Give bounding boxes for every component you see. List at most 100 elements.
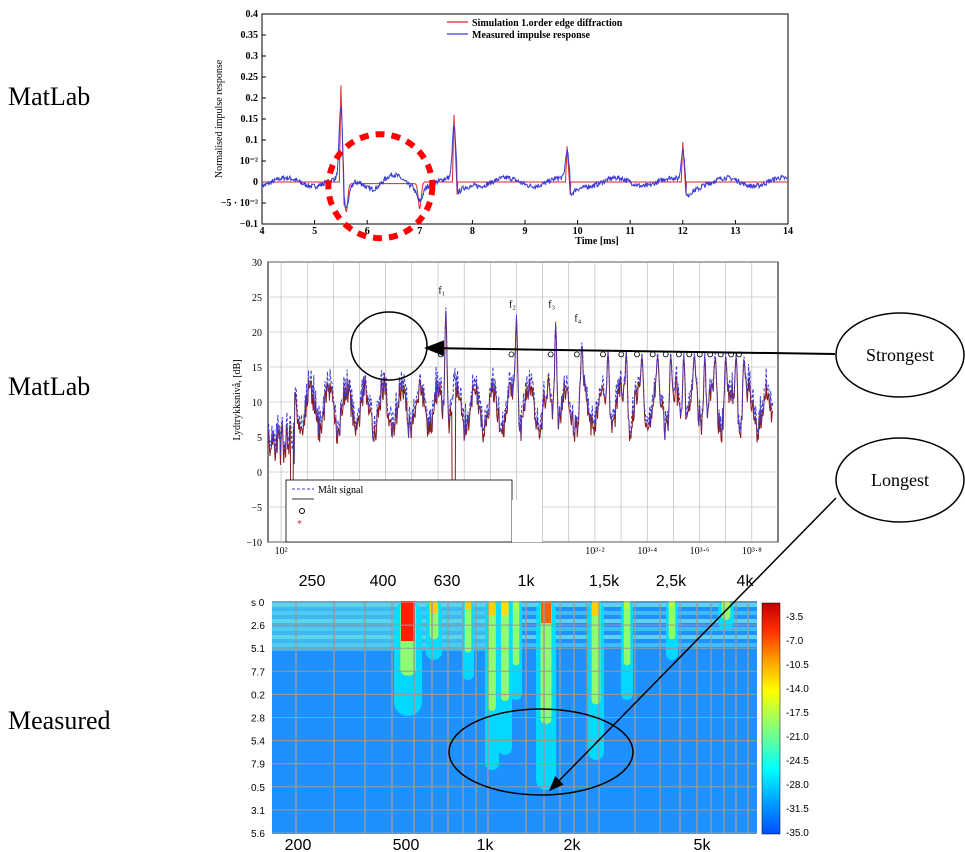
spectrum-y-tick-label: 30 xyxy=(252,258,262,269)
side-label-middle: MatLab xyxy=(8,372,91,401)
spectrum-legend-box xyxy=(285,479,513,543)
heatmap-band-inner xyxy=(512,601,520,666)
heatmap-band-hot xyxy=(430,601,438,613)
spectrum-circle-marker xyxy=(573,351,580,358)
impulse-x-ticks: 4 5 6 7 8 9 10 11 12 13 14 xyxy=(260,220,793,237)
impulse-y-tick-label: 0.1 xyxy=(246,135,259,146)
spectrum-peak-labels: f₁ f₂ f₃ f₄ xyxy=(438,286,581,325)
heatmap-band-inner xyxy=(668,601,676,640)
colorbar-label: -10.5 xyxy=(786,660,809,671)
spectrum-y-tick-label: 0 xyxy=(257,468,262,479)
longest-highlight-ellipse xyxy=(448,708,634,796)
heatmap-y-label: 5.6 xyxy=(251,829,265,840)
heatmap-band-hot xyxy=(541,601,551,623)
heatmap-bottom-frequency-labels: 200 500 1k 2k 5k xyxy=(285,837,712,852)
side-label-bottom: Measured xyxy=(8,706,111,735)
colorbar xyxy=(761,602,781,835)
heatmap-top-label: 2,5k xyxy=(656,573,687,590)
heatmap-band-inner xyxy=(623,601,631,666)
colorbar-label: -3.5 xyxy=(786,612,804,623)
heatmap-top-label: 1,5k xyxy=(589,573,620,590)
colorbar-label: -21.0 xyxy=(786,732,809,743)
longest-callout: Longest xyxy=(835,437,965,523)
spectrum-peak-label: f₄ xyxy=(574,314,581,325)
spectrum-circle-marker xyxy=(600,351,606,358)
heatmap-grid xyxy=(272,601,757,834)
impulse-x-tick-label: 11 xyxy=(625,226,634,237)
legend-marker-circle xyxy=(299,508,305,514)
heatmap-y-label: s 0 xyxy=(251,598,265,609)
heatmap-band-inner xyxy=(488,601,496,711)
spectrum-y-ticks: 30 25 20 15 10 5 0 −5 −10 xyxy=(246,258,262,549)
impulse-y-tick-label: −0.1 xyxy=(240,219,258,230)
colorbar-label: -24.5 xyxy=(786,756,809,767)
strongest-bubble xyxy=(835,312,965,398)
longest-label: Longest xyxy=(871,470,929,490)
heatmap-band-inner xyxy=(464,601,472,653)
heatmap-y-label: 7.9 xyxy=(251,760,265,771)
heatmap-top-label: 250 xyxy=(299,573,326,590)
impulse-x-tick-label: 5 xyxy=(312,226,317,237)
side-label-top: MatLab xyxy=(8,82,91,111)
spectrum-peak-label: f₃ xyxy=(548,300,555,311)
impulse-x-tick-label: 9 xyxy=(523,226,528,237)
impulse-y-tick-label: 10⁻² xyxy=(240,156,258,167)
impulse-y-ticks: 0.4 0.35 0.3 0.25 0.2 0.15 0.1 10⁻² 0 −5 · 10⁻² −0… xyxy=(221,9,266,230)
longest-arrow xyxy=(548,497,837,792)
spectrum-y-tick-label: 10 xyxy=(252,398,262,409)
impulse-y-tick-label: 0.2 xyxy=(246,93,259,104)
spectrum-y-tick-label: −10 xyxy=(246,538,262,549)
heatmap-top-frequency-labels: 250 400 630 1k 1,5k 2,5k 4k xyxy=(299,573,755,590)
colorbar-label: -7.0 xyxy=(786,636,804,647)
heatmap-y-label: 0.5 xyxy=(251,783,265,794)
spectrum-peak-label: f₁ xyxy=(438,286,445,297)
heatmap-top-label: 4k xyxy=(737,573,755,590)
impulse-y-tick-label: 0.35 xyxy=(241,30,259,41)
impulse-x-tick-label: 12 xyxy=(678,226,688,237)
series-measured-line xyxy=(262,107,788,210)
colorbar-label: -28.0 xyxy=(786,780,809,791)
heatmap-band-hot xyxy=(513,601,519,609)
heatmap-y-label: 7.7 xyxy=(251,667,265,678)
heatmap-band-hot xyxy=(401,601,415,641)
spectrum-peak-label: f₂ xyxy=(509,300,516,311)
heatmap-bottom-label: 5k xyxy=(694,837,712,852)
spectrum-x-ticks: 10² 10³·² 10³·⁴ 10³·⁶ 10³·⁸ xyxy=(275,546,763,557)
strongest-label: Strongest xyxy=(866,345,934,365)
legend-label-measured: Measured impulse response xyxy=(472,30,591,41)
spectrum-x-tick-label: 10² xyxy=(275,546,288,557)
heatmap-bottom-label: 500 xyxy=(393,837,420,852)
heatmap-y-labels: s 0 2.6 5.1 7.7 0.2 2.8 5.4 7.9 0.5 3.1 5.6 xyxy=(251,598,265,840)
heatmap-band-hot xyxy=(465,601,471,609)
impulse-plot-frame xyxy=(261,13,789,225)
spectrum-x-tick-label: 10³·⁸ xyxy=(742,546,762,557)
impulse-y-tick-label: 0.4 xyxy=(246,9,259,20)
heatmap-top-label: 630 xyxy=(434,573,461,590)
impulse-x-tick-label: 6 xyxy=(365,226,370,237)
heatmap-band-hot xyxy=(592,601,600,615)
legend-label-malt: Målt signal xyxy=(318,485,363,496)
heatmap-bands xyxy=(272,601,757,790)
heatmap-y-label: 2.6 xyxy=(251,621,265,632)
heatmap-band-inner xyxy=(591,601,601,705)
impulse-y-tick-label: 0.15 xyxy=(241,114,259,125)
heatmap-band-hot xyxy=(488,601,496,615)
impulse-x-tick-label: 14 xyxy=(783,226,793,237)
spectrum-y-axis-label: Lydtrykksnivå, [dB] xyxy=(232,359,243,440)
highlight-dashed-circle xyxy=(325,131,436,242)
heatmap-bottom-label: 1k xyxy=(477,837,495,852)
heatmap-top-label: 400 xyxy=(370,573,397,590)
colorbar-label: -14.0 xyxy=(786,684,809,695)
colorbar-label: -17.5 xyxy=(786,708,809,719)
colorbar-labels: -3.5 -7.0 -10.5 -14.0 -17.5 -21.0 -24.5 -28.0 -3… xyxy=(786,612,809,839)
legend-marker-star: * xyxy=(297,519,302,530)
series-measured-spectrum xyxy=(268,307,774,464)
impulse-y-tick-label: 0 xyxy=(253,177,258,188)
colorbar-label: -31.5 xyxy=(786,804,809,815)
impulse-x-tick-label: 7 xyxy=(417,226,422,237)
legend-label-simulation: Simulation 1.order edge diffraction xyxy=(472,18,623,29)
spectrum-y-tick-label: 5 xyxy=(257,433,262,444)
heatmap-band-hot xyxy=(501,601,509,615)
spectrum-circle-marker xyxy=(547,351,554,358)
